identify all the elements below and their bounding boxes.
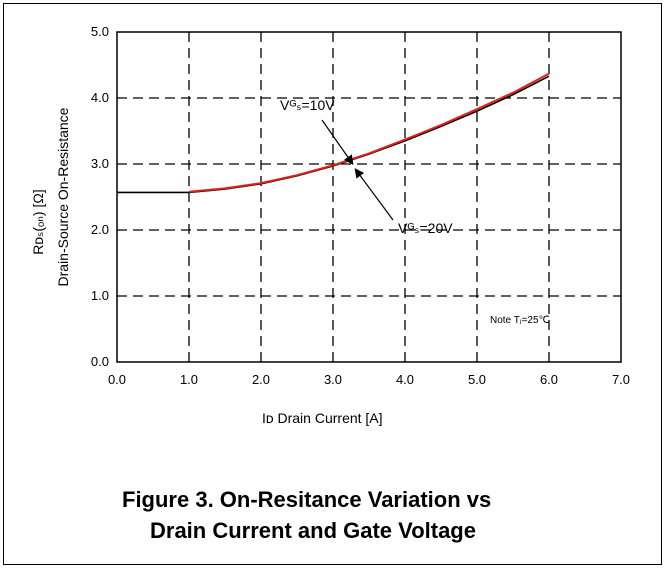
series-line-vgs20 bbox=[188, 72, 550, 193]
tick-labels: 0.0 1.0 2.0 3.0 4.0 5.0 6.0 7.0 0.0 1.0 2.0 3.0 4.0 5… bbox=[91, 24, 630, 387]
y-tick-label: 3.0 bbox=[91, 156, 109, 171]
x-tick-label: 0.0 bbox=[108, 372, 126, 387]
y-axis-symbol: Rᴅₛ(ₒₙ) [Ω] bbox=[30, 189, 46, 254]
y-tick-label: 1.0 bbox=[91, 288, 109, 303]
x-tick-label: 2.0 bbox=[252, 372, 270, 387]
figure-caption-line1: Figure 3. On-Resitance Variation vs bbox=[122, 487, 492, 512]
grid bbox=[117, 32, 621, 362]
figure-caption-line2: Drain Current and Gate Voltage bbox=[150, 518, 476, 543]
vgs20-arrow bbox=[354, 168, 394, 221]
x-tick-label: 7.0 bbox=[612, 372, 630, 387]
y-axis-label: Drain-Source On-Resistance bbox=[55, 107, 71, 286]
x-tick-label: 4.0 bbox=[396, 372, 414, 387]
figure-frame bbox=[3, 3, 662, 565]
vgs10-label: Vᴳₛ=10V bbox=[280, 97, 335, 113]
y-tick-label: 5.0 bbox=[91, 24, 109, 39]
vgs10-arrow bbox=[321, 119, 354, 165]
x-tick-label: 3.0 bbox=[324, 372, 342, 387]
note-label: Note Tⱼ=25℃ bbox=[490, 315, 550, 326]
y-tick-label: 2.0 bbox=[91, 222, 109, 237]
vgs20-label: Vᴳₛ=20V bbox=[398, 220, 453, 236]
y-tick-label: 0.0 bbox=[91, 354, 109, 369]
x-axis-label: Iᴅ Drain Current [A] bbox=[262, 410, 383, 426]
x-tick-label: 5.0 bbox=[468, 372, 486, 387]
plot-area-border bbox=[116, 31, 622, 363]
x-tick-label: 1.0 bbox=[180, 372, 198, 387]
y-tick-label: 4.0 bbox=[91, 90, 109, 105]
x-tick-label: 6.0 bbox=[540, 372, 558, 387]
